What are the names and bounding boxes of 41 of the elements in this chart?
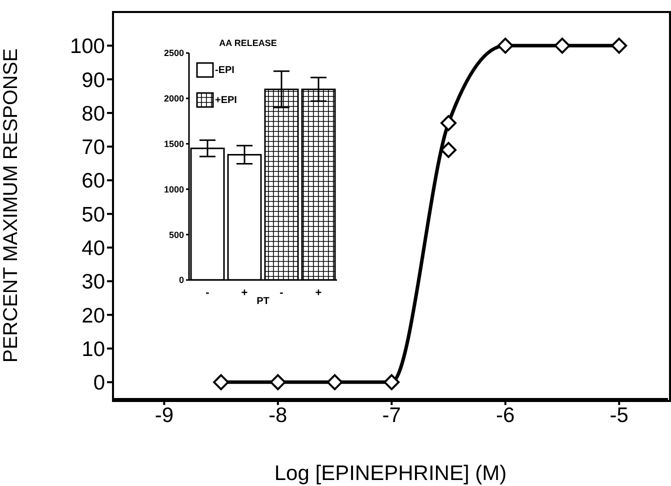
y-tick-label: 40 [82,237,105,260]
x-axis-title: PT [256,296,270,307]
point [440,115,456,132]
y-tick-label: 100 [70,35,105,58]
y-tick-label: 1500 [164,138,184,149]
y-tick-label: 70 [82,136,105,160]
legend-label: -EPI [215,64,234,76]
point [384,374,400,390]
x-tick-label: - [280,286,284,299]
x-tick-label: + [241,286,248,299]
point [440,142,456,158]
y-tick-label: 10 [82,338,105,361]
x-tick-label: -9 [154,404,174,427]
point [611,38,628,54]
point [270,374,286,390]
legend-label: +EPI [215,94,237,106]
x-tick-label: - [206,286,210,299]
y-tick-label: 50 [82,203,105,226]
y-axis-title: PERCENT MAXIMUM RESPONSE [0,48,22,363]
y-tick-label: 30 [82,270,105,294]
y-tick-label: 2000 [164,94,184,104]
y-tick-label: 0 [93,372,105,395]
x-axis-title: Log [EPINEPHRINE] (M) [274,462,507,485]
y-tick-label: 2500 [164,48,184,58]
y-tick-label: 20 [82,304,105,328]
y-tick-label: 80 [82,102,105,126]
y-tick-label: 1000 [164,184,184,194]
point [326,374,343,390]
point [497,38,514,54]
y-tick-label: 90 [82,68,105,92]
x-tick-label: -6 [496,404,515,427]
point [213,374,230,390]
x-tick-label: -8 [268,404,288,427]
x-tick-label: -5 [610,404,628,427]
x-tick-label: -7 [382,404,401,427]
y-tick-label: 60 [82,170,105,193]
y-tick-label: 0 [178,275,184,286]
x-tick-label: + [315,286,322,299]
chart-title: AA RELEASE [219,38,277,48]
y-tick-label: 500 [168,230,184,240]
point [554,38,570,54]
